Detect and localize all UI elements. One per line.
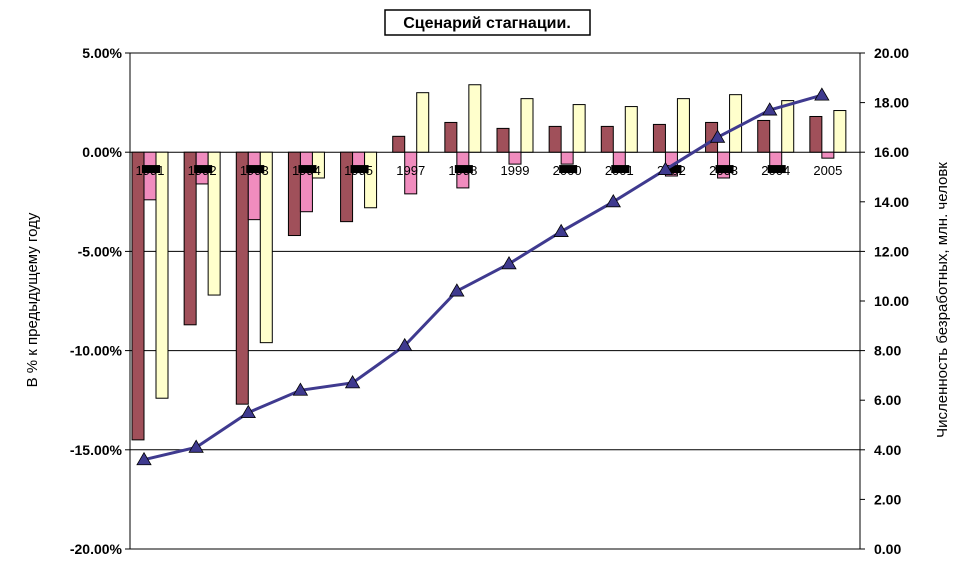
bar: [392, 135, 406, 153]
line-point-marker: [762, 102, 778, 116]
bar: [496, 127, 510, 153]
line-point-marker: [605, 194, 621, 208]
y-tick-label-right: 20.00: [874, 45, 909, 61]
bar: [131, 151, 145, 441]
x-tick-label: 2003: [709, 163, 738, 178]
bar: [757, 119, 771, 153]
y-tick-label-right: 14.00: [874, 194, 909, 210]
bar: [560, 151, 574, 165]
bar: [364, 151, 378, 209]
bar: [404, 151, 418, 195]
bar: [183, 151, 197, 326]
marker-dash: [611, 165, 630, 174]
bar: [508, 151, 522, 165]
x-tick-label: 1995: [344, 163, 373, 178]
y-tick-label-right: 16.00: [874, 144, 909, 160]
bar: [809, 115, 823, 153]
bar: [207, 151, 221, 296]
bar: [155, 151, 169, 399]
x-tick-label: 2005: [813, 163, 842, 178]
x-tick-label: 1994: [292, 163, 321, 178]
x-tick-label: 2000: [553, 163, 582, 178]
y-tick-label-left: -5.00%: [78, 243, 123, 259]
line-point-marker: [553, 223, 569, 237]
line-point-marker: [344, 375, 361, 389]
y-tick-label-left: 5.00%: [82, 45, 122, 61]
bar: [729, 94, 743, 153]
y-tick-label-right: 12.00: [874, 243, 909, 259]
line-point-marker: [657, 161, 674, 175]
bar: [340, 151, 354, 223]
bar: [416, 92, 430, 153]
y-tick-label-right: 8.00: [874, 343, 901, 359]
y-tick-label-right: 2.00: [874, 491, 901, 507]
line-point-marker: [814, 87, 830, 101]
unemployment-line: [143, 93, 823, 462]
x-tick-label: 2001: [605, 163, 634, 178]
line-point-marker: [292, 382, 309, 396]
y-tick-label-right: 6.00: [874, 392, 901, 408]
marker-dash: [350, 165, 369, 174]
bar: [572, 104, 586, 153]
y-tick-label-left: 0.00%: [82, 144, 122, 160]
y-tick-label-right: 4.00: [874, 442, 901, 458]
y-tick-label-left: -15.00%: [70, 442, 123, 458]
y-tick-label-left: -20.00%: [70, 541, 123, 557]
plot-area: 5.00% 0.00% -5.00% -10.00% -15.00% -20.00% 20.…: [70, 45, 909, 557]
bar: [781, 100, 795, 153]
x-tick-label: 1998: [448, 163, 477, 178]
marker-dash: [298, 165, 317, 174]
y-tick-label-left: -10.00%: [70, 343, 123, 359]
bar: [652, 123, 666, 153]
bar: [520, 98, 534, 153]
y-axis-label-left: В % к предыдущему году: [24, 212, 41, 387]
marker-dash: [454, 165, 473, 174]
line-point-marker: [449, 283, 465, 297]
bar: [259, 151, 273, 344]
chart-title: Сценарий стагнации.: [403, 15, 571, 32]
y-tick-label-right: 0.00: [874, 541, 901, 557]
x-tick-label: 1997: [396, 163, 425, 178]
bar: [833, 110, 847, 153]
y-tick-label-right: 10.00: [874, 293, 909, 309]
x-tick-label: 1992: [188, 163, 217, 178]
marker-dash: [559, 165, 578, 174]
line-point-marker: [501, 256, 517, 270]
marker-dash: [663, 165, 682, 174]
marker-dash: [246, 165, 265, 174]
line-point-marker: [136, 451, 152, 466]
line-point-marker: [397, 337, 413, 352]
line-point-marker: [240, 404, 256, 419]
bar: [468, 84, 482, 153]
y-tick-label-right: 18.00: [874, 95, 909, 111]
bar: [444, 121, 458, 153]
line-point-marker: [188, 439, 204, 453]
x-tick-label: 1999: [501, 163, 530, 178]
marker-dash: [142, 165, 160, 174]
bar: [676, 98, 690, 153]
bar: [624, 106, 638, 153]
x-tick-label: 2004: [761, 163, 790, 178]
marker-dash: [194, 165, 213, 174]
marker-dash: [715, 165, 734, 174]
bar: [299, 151, 313, 213]
bar: [235, 151, 249, 405]
x-tick-label: 1993: [240, 163, 269, 178]
x-tick-label: 1991: [136, 163, 165, 178]
line-point-marker: [709, 129, 726, 143]
chart-title-box: Сценарий стагнации.: [384, 9, 591, 36]
bar: [600, 125, 614, 153]
bar: [548, 125, 562, 153]
marker-dash: [767, 165, 786, 174]
y-axis-label-right: Численность безработных, млн. человк: [934, 162, 951, 438]
bar: [821, 151, 835, 159]
